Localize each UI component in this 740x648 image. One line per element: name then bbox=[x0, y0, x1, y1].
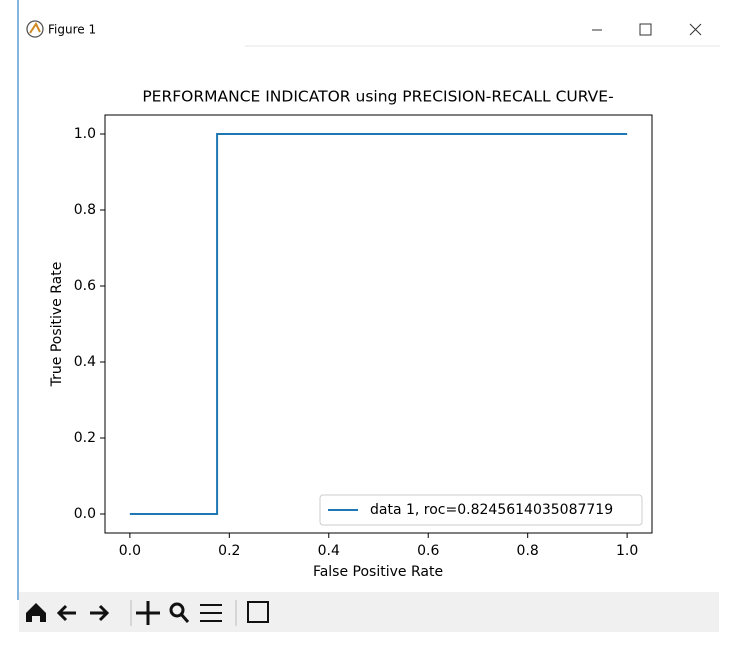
x-tick-label: 0.0 bbox=[119, 543, 141, 559]
y-tick-label: 0.8 bbox=[74, 202, 96, 218]
toolbar bbox=[19, 592, 719, 632]
pan-button[interactable] bbox=[136, 601, 160, 625]
y-tick-label: 0.4 bbox=[74, 354, 96, 370]
y-tick-label: 0.6 bbox=[74, 278, 96, 294]
x-tick-label: 0.2 bbox=[218, 543, 240, 559]
configure-button[interactable] bbox=[200, 604, 222, 622]
y-axis-label: True Positive Rate bbox=[49, 262, 65, 388]
chart-title: PERFORMANCE INDICATOR using PRECISION-RE… bbox=[142, 88, 613, 106]
x-tick-label: 0.6 bbox=[417, 543, 439, 559]
home-button[interactable] bbox=[26, 603, 46, 622]
x-tick-label: 1.0 bbox=[616, 543, 638, 559]
legend-label: data 1, roc=0.8245614035087719 bbox=[370, 502, 613, 518]
zoom-button[interactable] bbox=[169, 602, 185, 618]
x-tick-label: 0.8 bbox=[517, 543, 539, 559]
back-button[interactable] bbox=[56, 604, 76, 622]
y-tick-label: 1.0 bbox=[74, 126, 96, 142]
axes-frame bbox=[104, 114, 653, 534]
data-line bbox=[129, 133, 628, 515]
x-tick-label: 0.4 bbox=[318, 543, 340, 559]
app-icon-mark bbox=[29, 22, 41, 34]
forward-button[interactable] bbox=[90, 604, 110, 622]
y-tick-label: 0.0 bbox=[74, 506, 96, 522]
y-tick-label: 0.2 bbox=[74, 430, 96, 446]
app-icon bbox=[26, 20, 44, 38]
legend-box bbox=[319, 494, 643, 526]
save-button[interactable] bbox=[247, 601, 269, 623]
zoom-handle bbox=[179, 613, 190, 623]
x-axis-label: False Positive Rate bbox=[313, 564, 443, 580]
toolbar-icons bbox=[26, 600, 269, 626]
maximize-button[interactable] bbox=[639, 23, 652, 36]
close-button[interactable] bbox=[689, 23, 702, 36]
window-title: Figure 1 bbox=[48, 23, 96, 37]
